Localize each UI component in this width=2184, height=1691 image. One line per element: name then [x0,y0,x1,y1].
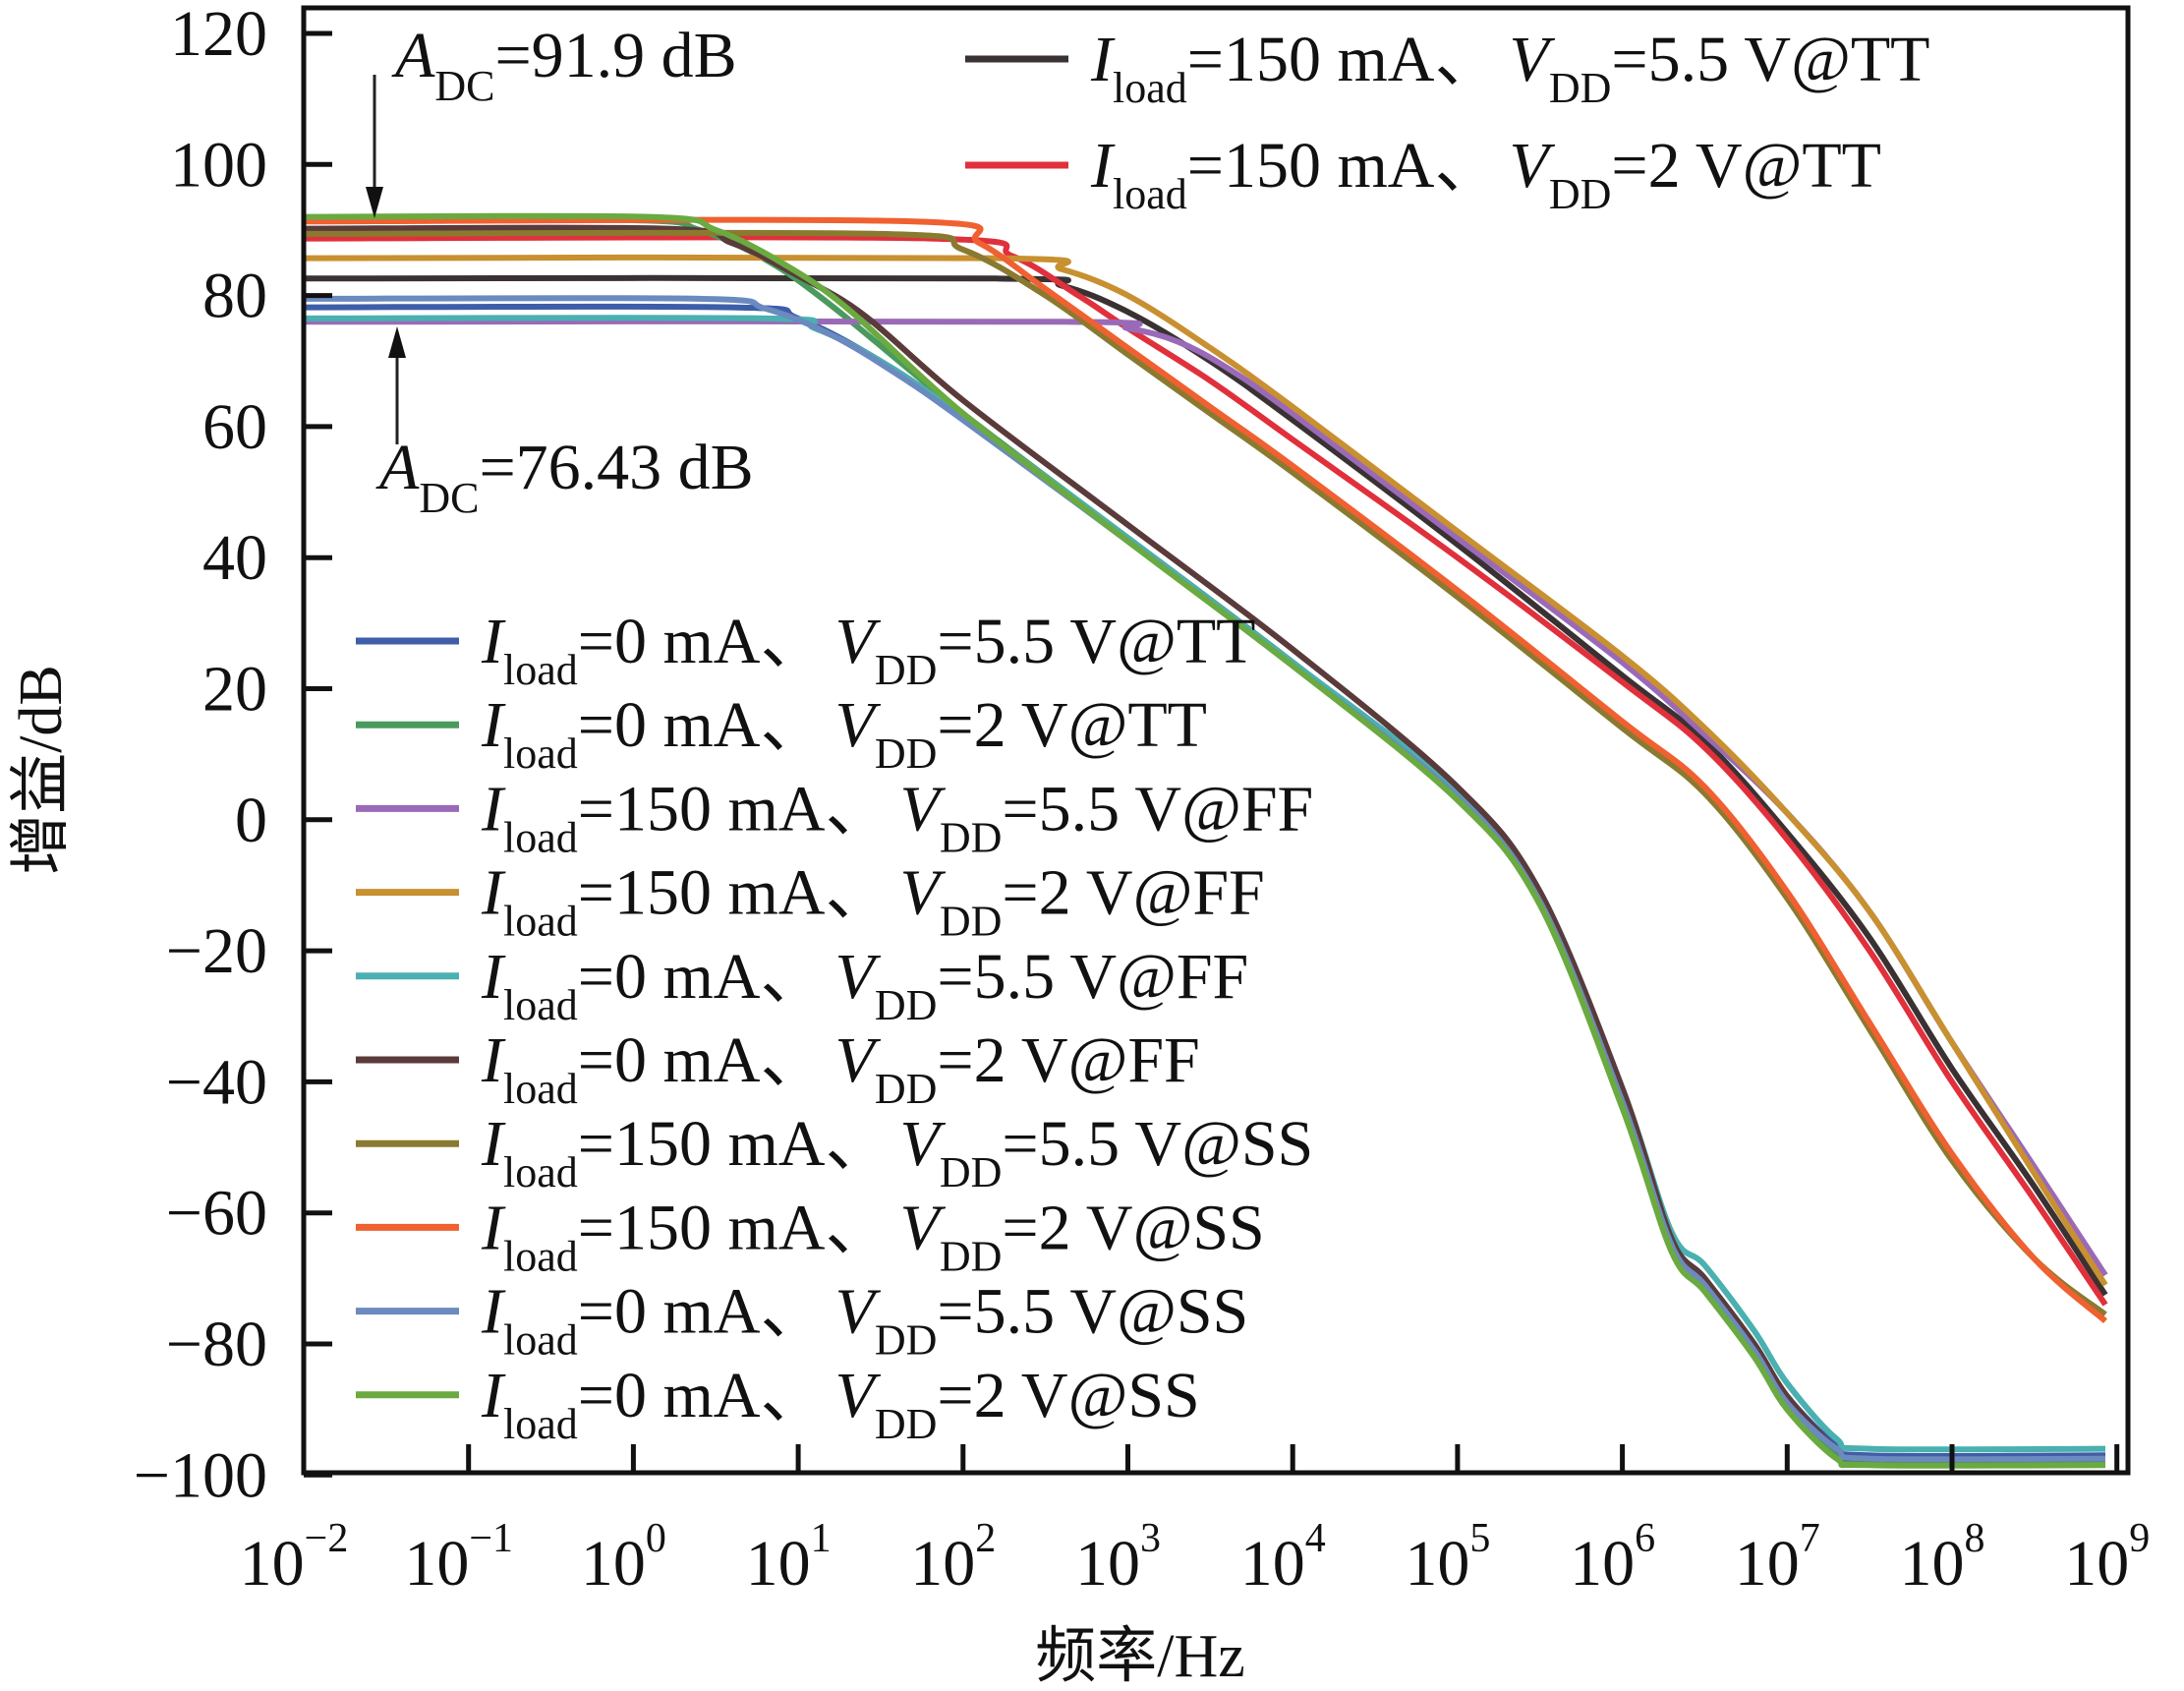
annotation-min-label: ADC=76.43 dB [375,432,754,522]
legend-label: Iload=150 mA、 VDD=2 V@SS [481,1192,1265,1280]
x-axis: 10−2 10−1 100 101 102 103 104 105 106 107 108 109 [240,1444,2150,1600]
x-tick-label: 101 [746,1516,832,1600]
y-tick-label: 40 [202,522,267,594]
y-tick-label: −20 [166,915,267,987]
series-line-10 [303,216,2107,1323]
legend-label: Iload=0 mA、 VDD=2 V@FF [481,1024,1200,1113]
legend-entry-ll-2: Iload=0 mA、 VDD=2 V@TT [356,689,1207,778]
y-axis: 120 100 80 60 40 20 0 −20 −40 −60 −80 −100 [134,0,332,1511]
y-tick-label: −80 [166,1309,267,1380]
y-tick-label: 80 [202,261,267,332]
series-line-8 [303,224,2106,1463]
x-tick-label: 108 [1900,1516,1985,1600]
legend-label: Iload=150 mA、 VDD=5.5 V@SS [481,1108,1313,1196]
y-axis-title: 增益/dB [8,665,75,875]
legend-entry-ll-3: Iload=150 mA、 VDD=5.5 V@FF [356,773,1313,861]
legend-label: Iload=150 mA、 VDD=2 V@FF [481,857,1265,946]
x-tick-label: 103 [1075,1516,1161,1600]
legend-entry-ll-1: Iload=0 mA、 VDD=5.5 V@TT [356,606,1255,694]
legend-label: Iload=150 mA、 VDD=5.5 V@TT [1090,24,1929,112]
x-tick-label: 10−2 [240,1516,349,1600]
y-tick-label: 0 [235,785,267,856]
x-tick-label: 106 [1570,1516,1655,1600]
legend-entry-ll-9: Iload=0 mA、 VDD=5.5 V@SS [356,1276,1248,1365]
annotations: ADC=91.9 dB ADC=76.43 dB [366,20,754,522]
legend-label: Iload=150 mA、 VDD=2 V@TT [1090,130,1881,218]
legend-entry-tr-2: Iload=150 mA、 VDD=2 V@TT [965,130,1881,218]
x-tick-label: 100 [581,1516,666,1600]
x-tick-label: 102 [910,1516,996,1600]
x-tick-label: 105 [1405,1516,1490,1600]
y-tick-label: 20 [202,654,267,726]
legend-label: Iload=0 mA、 VDD=5.5 V@TT [481,606,1255,694]
plot-frame [301,5,2131,1476]
series-line-2 [303,234,2108,1307]
x-tick-label: 109 [2064,1516,2150,1600]
legend-entry-ll-10: Iload=0 mA、 VDD=2 V@SS [356,1360,1200,1448]
arrow-head-down-icon [366,187,383,218]
legend-entry-ll-6: Iload=0 mA、 VDD=2 V@FF [356,1024,1200,1113]
legend-entry-ll-8: Iload=150 mA、 VDD=2 V@SS [356,1192,1265,1280]
series-line-12 [303,212,2106,1469]
legend-entry-tr-1: Iload=150 mA、 VDD=5.5 V@TT [965,24,1929,112]
series-curves [303,212,2108,1469]
x-tick-label: 10−1 [404,1516,513,1600]
legend-label: Iload=150 mA、 VDD=5.5 V@FF [481,773,1313,861]
y-tick-label: 100 [170,129,267,201]
annotation-max-label: ADC=91.9 dB [391,20,737,110]
y-tick-label: −60 [166,1178,267,1250]
legend-top-right: Iload=150 mA、 VDD=5.5 V@TT Iload=150 mA、 VD… [965,24,1929,218]
legend-entry-ll-4: Iload=150 mA、 VDD=2 V@FF [356,857,1265,946]
legend-label: Iload=0 mA、 VDD=5.5 V@FF [481,941,1248,1029]
y-tick-label: 120 [170,0,267,70]
y-tick-label: 60 [202,391,267,463]
x-tick-label: 107 [1735,1516,1820,1600]
legend-entry-ll-5: Iload=0 mA、 VDD=5.5 V@FF [356,941,1248,1029]
legend-label: Iload=0 mA、 VDD=5.5 V@SS [481,1276,1248,1365]
y-tick-label: −40 [166,1046,267,1118]
y-tick-label: −100 [134,1439,267,1511]
legend-label: Iload=0 mA、 VDD=2 V@TT [481,689,1207,778]
legend-entry-ll-7: Iload=150 mA、 VDD=5.5 V@SS [356,1108,1313,1196]
legend-label: Iload=0 mA、 VDD=2 V@SS [481,1360,1200,1448]
arrow-head-up-icon [388,326,406,358]
series-line-9 [303,229,2107,1317]
x-axis-title: 频率/Hz [1035,1623,1245,1690]
series-line-6 [303,254,2108,1287]
x-tick-label: 104 [1240,1516,1326,1600]
